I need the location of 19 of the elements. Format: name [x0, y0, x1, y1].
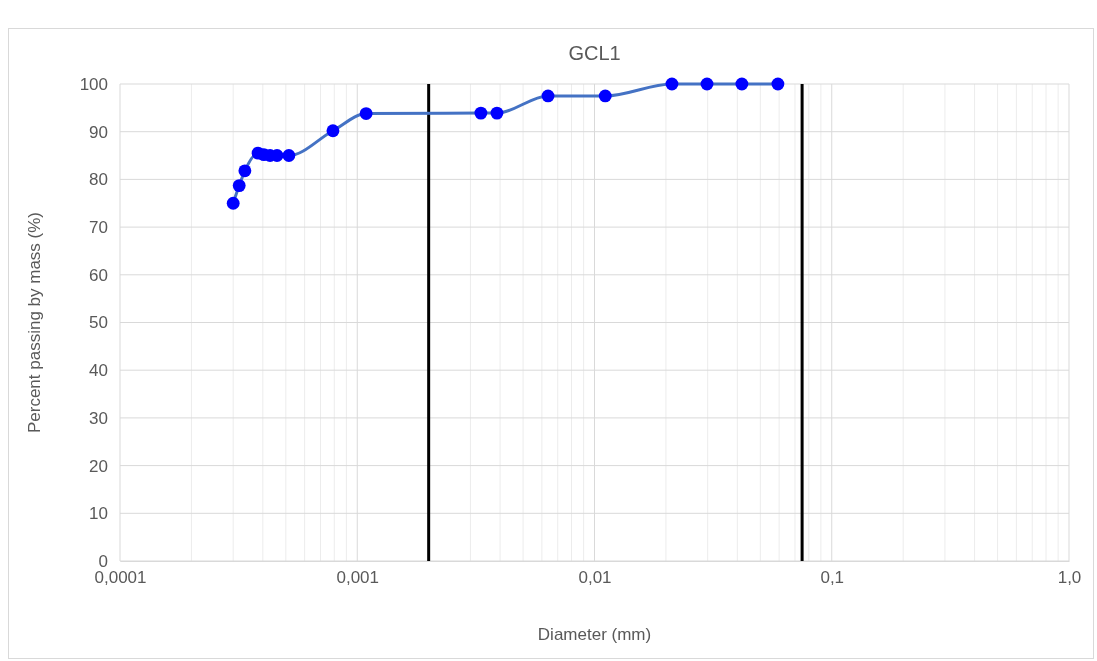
x-tick-label: 1,0	[1057, 568, 1082, 588]
y-tick-label: 10	[89, 504, 108, 524]
y-tick-label: 100	[79, 74, 108, 94]
y-tick-label: 40	[89, 361, 108, 381]
x-tick-label: 0,001	[336, 568, 380, 588]
x-tick-label: 0,1	[820, 568, 845, 588]
y-tick-label: 20	[89, 456, 108, 476]
y-tick-label: 50	[89, 313, 108, 333]
y-tick-label: 30	[89, 408, 108, 428]
x-tick-label: 0,01	[578, 568, 612, 588]
y-tick-label: 80	[89, 170, 108, 190]
y-axis-title: Percent passing by mass (%)	[25, 211, 44, 434]
x-tick-label: 0,0001	[94, 568, 147, 588]
x-axis-title: Diameter (mm)	[537, 625, 652, 644]
y-tick-label: 0	[98, 551, 108, 571]
chart-title: GCL1	[568, 42, 621, 64]
y-tick-label: 60	[89, 265, 108, 285]
y-tick-label: 70	[89, 218, 108, 238]
y-tick-label: 90	[89, 122, 108, 142]
